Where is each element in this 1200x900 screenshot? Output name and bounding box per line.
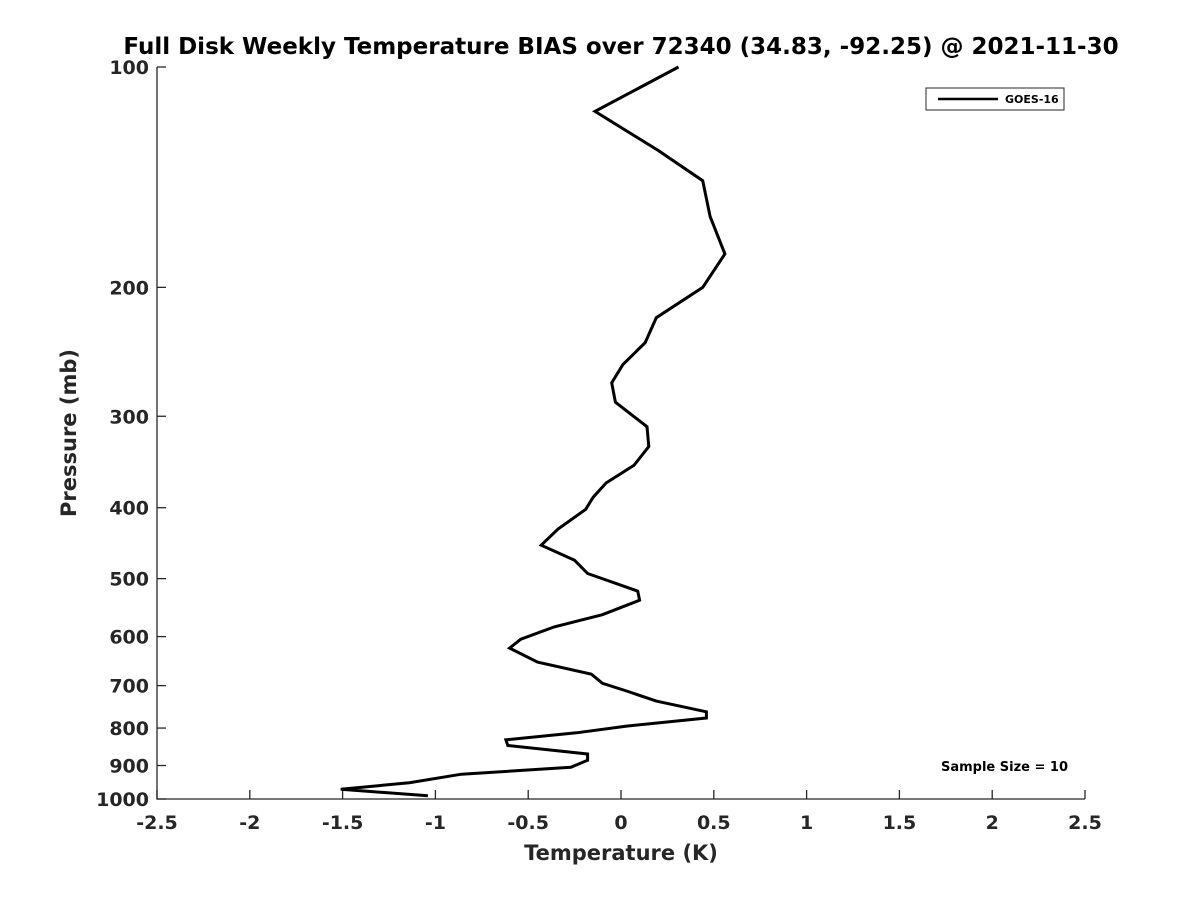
y-tick-label: 300	[109, 406, 149, 428]
x-tick-label: -2	[239, 812, 260, 834]
y-tick-label: 200	[109, 277, 149, 299]
series-layer	[340, 65, 727, 798]
y-tick-label: 1000	[96, 789, 149, 811]
x-tick-label: -2.5	[136, 812, 178, 834]
y-tick-label: 500	[109, 569, 149, 591]
y-axis-ticks: 100 200 300 400 500 600 700 800 900 1000	[96, 57, 166, 811]
chart-title: Full Disk Weekly Temperature BIAS over 7…	[123, 34, 1118, 60]
x-tick-label: 1	[800, 812, 813, 834]
x-tick-label: -1.5	[322, 812, 364, 834]
y-tick-label: 100	[109, 57, 149, 79]
legend: GOES-16	[925, 87, 1065, 111]
x-tick-label: -1	[425, 812, 446, 834]
x-tick-label: 2	[986, 812, 999, 834]
x-tick-label: 2.5	[1068, 812, 1102, 834]
y-tick-label: 800	[109, 718, 149, 740]
sample-size-annotation: Sample Size = 10	[941, 760, 1068, 775]
x-tick-label: -0.5	[507, 812, 549, 834]
x-tick-label: 0	[614, 812, 627, 834]
x-tick-label: 0.5	[697, 812, 731, 834]
y-tick-label: 900	[109, 756, 149, 778]
x-tick-label: 1.5	[883, 812, 917, 834]
y-tick-label: 600	[109, 627, 149, 649]
x-axis-ticks: -2.5 -2 -1.5 -1 -0.5 0 0.5 1 1.5 2 2.5	[136, 790, 1102, 834]
y-tick-label: 400	[109, 498, 149, 520]
series-line-goes-16	[340, 65, 727, 798]
legend-label-goes-16: GOES-16	[1005, 93, 1059, 106]
plot-area: -2.5 -2 -1.5 -1 -0.5 0 0.5 1 1.5 2 2.5 100 200 300 40…	[96, 57, 1102, 834]
y-tick-label: 700	[109, 676, 149, 698]
y-axis-label: Pressure (mb)	[57, 349, 81, 517]
x-axis-label: Temperature (K)	[524, 841, 718, 865]
